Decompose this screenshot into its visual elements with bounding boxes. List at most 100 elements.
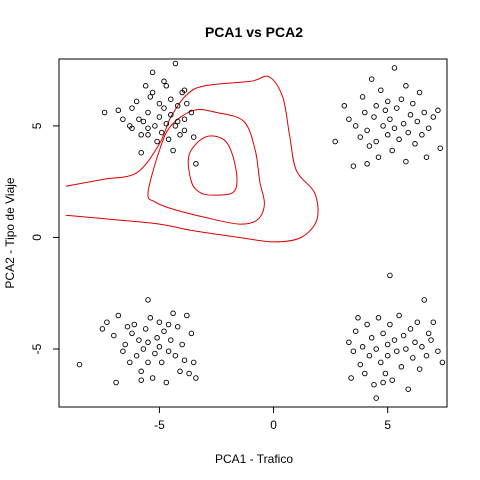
data-point (181, 87, 188, 93)
data-point (115, 312, 122, 319)
data-point (163, 379, 170, 386)
data-point (371, 114, 377, 120)
data-point (111, 332, 117, 339)
data-point (371, 381, 377, 388)
density-contours (65, 75, 319, 243)
data-point (145, 125, 151, 131)
data-point (138, 132, 144, 138)
data-point (165, 348, 172, 354)
data-point (373, 395, 379, 401)
data-point (362, 370, 368, 377)
data-point (156, 100, 163, 107)
data-point (366, 143, 373, 149)
data-point (177, 368, 183, 375)
data-point (430, 114, 437, 120)
data-point (154, 138, 160, 145)
data-point (172, 352, 179, 359)
data-point (398, 364, 405, 370)
data-point (359, 94, 366, 100)
data-point (181, 127, 188, 134)
data-point (366, 352, 373, 359)
data-point (341, 103, 348, 109)
data-point (421, 109, 427, 116)
data-point (165, 321, 172, 328)
data-point (416, 366, 423, 372)
data-point (410, 355, 416, 361)
data-point (346, 339, 352, 346)
data-point (170, 147, 176, 154)
data-points (76, 60, 446, 401)
data-point (145, 132, 151, 138)
data-point (190, 134, 197, 140)
data-point (174, 118, 181, 125)
data-point (387, 321, 393, 328)
data-point (396, 136, 402, 143)
data-point (425, 330, 432, 337)
data-point (368, 76, 375, 82)
data-point (389, 377, 395, 383)
data-point (149, 89, 156, 96)
data-point (156, 114, 163, 120)
data-point (380, 379, 386, 386)
data-point (186, 370, 192, 377)
data-point (136, 337, 142, 343)
x-axis: -5 0 5 (154, 407, 391, 432)
data-point (172, 123, 179, 129)
y-tick-label: 0 (30, 234, 44, 241)
data-point (394, 348, 400, 354)
data-point (373, 103, 379, 109)
data-point (419, 132, 425, 138)
data-point (346, 116, 352, 122)
data-point (184, 100, 190, 107)
data-point (375, 315, 382, 321)
data-point (174, 103, 181, 109)
data-point (387, 116, 393, 122)
data-point (419, 344, 425, 350)
data-point (124, 323, 131, 330)
data-point (403, 158, 409, 165)
data-point (172, 60, 179, 67)
x-tick-label: -5 (154, 418, 165, 432)
data-point (140, 118, 147, 125)
data-point (428, 337, 434, 343)
data-point (350, 163, 357, 169)
data-point (177, 132, 183, 138)
data-point (405, 386, 411, 392)
data-point (193, 161, 199, 167)
data-point (101, 109, 108, 116)
data-point (373, 138, 379, 145)
data-point (362, 109, 368, 116)
data-point (384, 132, 391, 138)
data-point (355, 315, 361, 321)
data-point (165, 136, 172, 143)
data-point (161, 105, 167, 111)
data-point (181, 357, 188, 363)
data-point (391, 125, 398, 131)
data-point (145, 359, 151, 366)
data-point (149, 375, 156, 381)
data-point (129, 330, 135, 337)
data-point (113, 379, 119, 386)
data-point (391, 337, 398, 343)
data-point (145, 109, 151, 116)
data-point (145, 339, 151, 346)
data-point (437, 145, 443, 151)
data-point (145, 297, 151, 303)
data-point (158, 359, 165, 366)
contour-line (65, 75, 319, 243)
data-point (181, 116, 188, 122)
data-point (154, 335, 160, 341)
data-point (416, 89, 423, 96)
data-point (76, 361, 83, 368)
data-point (430, 319, 437, 325)
data-point (122, 341, 128, 348)
data-point (407, 112, 414, 118)
y-tick-label: 5 (30, 122, 44, 129)
y-axis-label: PCA2 - Tipo de Viaje (3, 177, 17, 289)
data-point (161, 328, 167, 334)
data-point (364, 161, 370, 167)
data-point (184, 312, 190, 319)
chart-title: PCA1 vs PCA2 (205, 24, 303, 40)
